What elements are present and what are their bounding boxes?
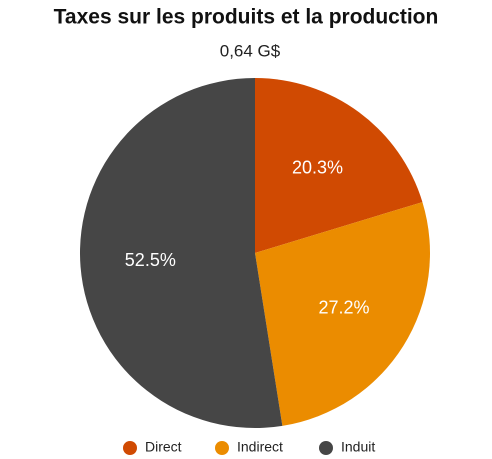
legend-swatch xyxy=(215,441,229,455)
legend-swatch xyxy=(123,441,137,455)
chart-title: Taxes sur les produits et la production xyxy=(54,6,439,29)
data-label: 20.3% xyxy=(292,157,343,177)
legend-label: Direct xyxy=(145,439,182,455)
pie-slice xyxy=(255,202,430,426)
legend-label: Induit xyxy=(341,439,375,455)
pie-slice xyxy=(255,78,423,253)
legend-swatch xyxy=(319,441,333,455)
chart-subtitle: 0,64 G$ xyxy=(220,41,281,60)
pie-slice xyxy=(79,78,283,428)
data-label: 52.5% xyxy=(125,250,176,270)
data-label: 27.2% xyxy=(318,297,369,317)
legend-label: Indirect xyxy=(237,439,283,455)
